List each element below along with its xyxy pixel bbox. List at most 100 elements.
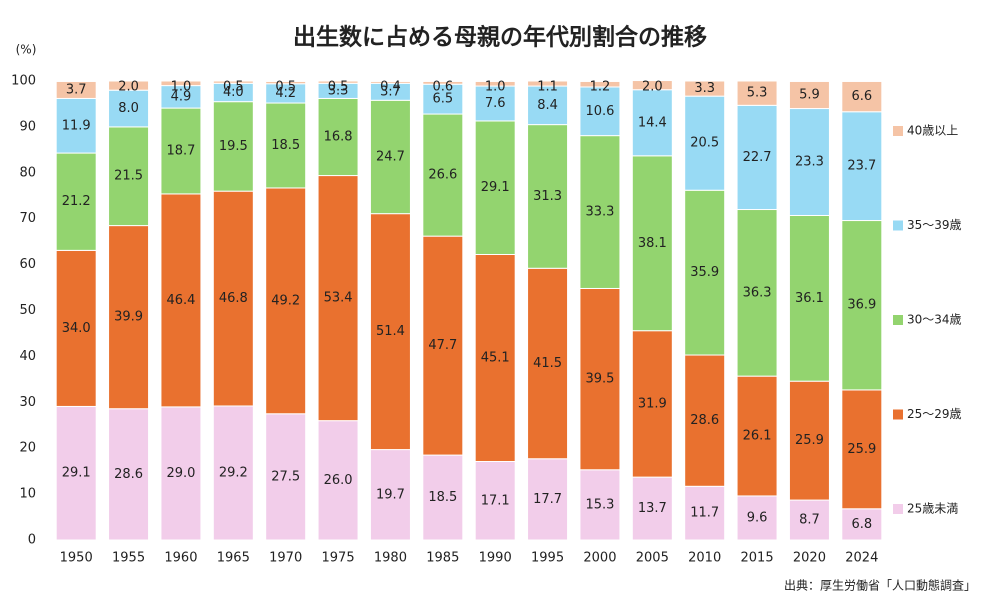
bar-segment — [527, 267, 569, 460]
data-label: 28.6 — [690, 413, 719, 428]
bar-segment — [317, 97, 359, 177]
data-label: 6.6 — [851, 89, 872, 104]
data-label: 47.7 — [428, 338, 457, 353]
legend-swatch — [893, 409, 903, 420]
y-tick-label: 50 — [19, 303, 36, 318]
bar-segment — [108, 89, 150, 128]
data-label: 51.4 — [376, 324, 405, 339]
data-label: 35.9 — [690, 265, 719, 280]
bar-segment — [265, 102, 307, 189]
data-label: 9.6 — [747, 510, 768, 525]
bar-segment — [160, 193, 202, 408]
x-tick-label: 2015 — [741, 551, 774, 566]
bar-segment — [108, 80, 150, 91]
bar-segment — [212, 190, 254, 407]
data-label: 4.0 — [223, 85, 244, 100]
data-label: 16.8 — [324, 129, 353, 144]
x-tick-label: 1995 — [531, 551, 564, 566]
bar-segment — [788, 499, 830, 541]
data-label: 8.4 — [537, 98, 558, 113]
data-label: 18.5 — [428, 490, 457, 505]
bar-segment — [631, 476, 673, 541]
data-label: 3.7 — [66, 82, 87, 97]
chart-title: 出生数に占める母親の年代別割合の推移 — [293, 24, 707, 51]
data-label: 4.2 — [275, 86, 296, 101]
y-tick-label: 60 — [19, 257, 36, 272]
bar-segment — [55, 405, 97, 541]
data-label: 29.2 — [219, 465, 248, 480]
data-label: 5.3 — [747, 86, 768, 101]
bar-segment — [369, 213, 411, 451]
data-label: 1.0 — [485, 80, 506, 95]
y-tick-label: 30 — [19, 395, 36, 410]
data-label: 1.0 — [171, 80, 192, 95]
bar-segment — [788, 108, 830, 216]
data-label: 17.1 — [481, 493, 510, 508]
data-label: 0.5 — [223, 80, 244, 95]
data-label: 0.4 — [380, 80, 401, 95]
x-tick-label: 2020 — [793, 551, 826, 566]
bar-segment — [369, 80, 411, 84]
data-label: 34.0 — [62, 321, 91, 336]
bar-segment — [841, 508, 883, 541]
y-tick-label: 10 — [19, 487, 36, 502]
legend-swatch — [893, 220, 903, 231]
x-tick-label: 2010 — [688, 551, 721, 566]
data-label: 17.7 — [533, 492, 562, 507]
y-tick-label: 80 — [19, 165, 36, 180]
data-label: 29.0 — [166, 466, 195, 481]
data-label: 18.5 — [271, 138, 300, 153]
bar-segment — [579, 287, 621, 471]
bar-segment — [55, 97, 97, 154]
bar-segment — [579, 86, 621, 137]
y-tick-label: 100 — [11, 74, 36, 89]
data-label: 10.6 — [585, 104, 614, 119]
legend-label: 25～29歳 — [907, 407, 962, 421]
data-label: 19.5 — [219, 139, 248, 154]
bar-segment — [212, 80, 254, 84]
data-label: 36.3 — [743, 285, 772, 300]
data-label: 3.3 — [694, 81, 715, 96]
data-label: 8.0 — [118, 101, 139, 116]
legend-label: 30～34歳 — [907, 313, 962, 327]
x-tick-label: 1970 — [269, 551, 302, 566]
data-label: 6.8 — [851, 517, 872, 532]
data-label: 41.5 — [533, 356, 562, 371]
data-label: 29.1 — [481, 180, 510, 195]
data-label: 39.5 — [585, 372, 614, 387]
data-label: 1.1 — [537, 80, 558, 95]
bar-segment — [527, 458, 569, 541]
bar-segment — [631, 155, 673, 332]
data-label: 0.6 — [432, 80, 453, 95]
data-label: 0.5 — [275, 80, 296, 95]
data-label: 26.0 — [324, 473, 353, 488]
data-label: 2.0 — [642, 80, 663, 95]
data-label: 46.4 — [166, 293, 195, 308]
data-label: 26.6 — [428, 168, 457, 183]
bar-segment — [108, 408, 150, 541]
bar-segment — [265, 187, 307, 415]
data-label: 3.3 — [328, 83, 349, 98]
x-tick-label: 2024 — [845, 551, 878, 566]
bar-segment — [474, 85, 516, 122]
bar-segment — [684, 189, 726, 356]
x-tick-label: 1985 — [426, 551, 459, 566]
source: 出典：厚生労働省「人口動態調査」 — [784, 578, 976, 593]
y-tick-label: 90 — [19, 119, 36, 134]
bar-segment — [160, 406, 202, 541]
bar-segment — [212, 405, 254, 541]
y-unit: (%) — [16, 43, 37, 57]
legend-swatch — [893, 315, 903, 325]
data-label: 45.1 — [481, 351, 510, 366]
bar-segment — [474, 254, 516, 463]
x-tick-label: 1960 — [164, 551, 197, 566]
data-label: 22.7 — [743, 150, 772, 165]
legend-label: 25歳未満 — [907, 502, 958, 516]
data-label: 39.9 — [114, 310, 143, 325]
x-tick-label: 1950 — [60, 551, 93, 566]
data-label: 13.7 — [638, 501, 667, 516]
x-tick-label: 2005 — [636, 551, 669, 566]
data-label: 11.7 — [690, 506, 719, 521]
data-label: 31.9 — [638, 396, 667, 411]
